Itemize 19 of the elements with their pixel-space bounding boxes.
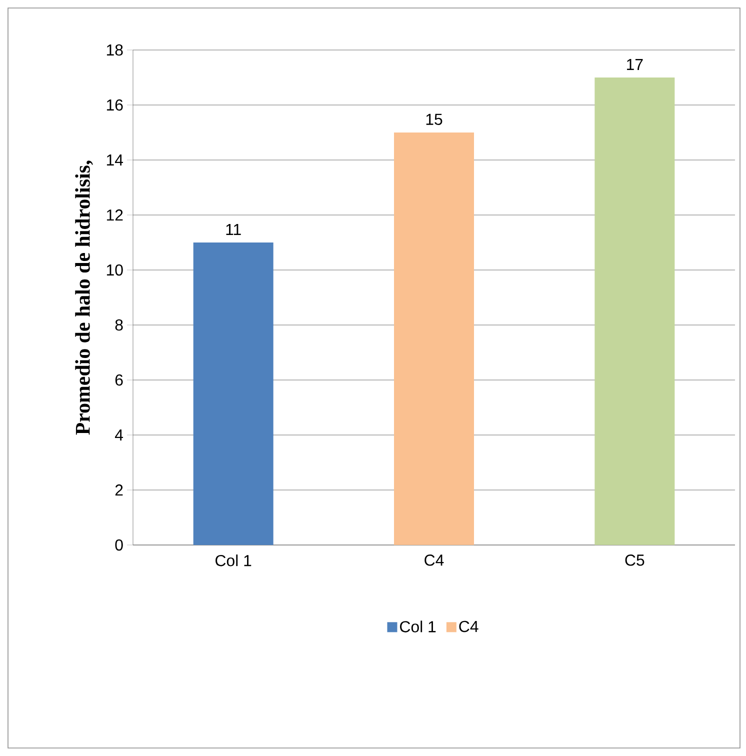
y-tick-label: 0 <box>115 539 123 551</box>
x-tick-label: C5 <box>625 554 644 566</box>
y-tick-label: 18 <box>106 44 123 56</box>
y-tick-label: 12 <box>106 209 123 221</box>
legend-label: Col 1 <box>400 620 436 632</box>
y-tick-label: 4 <box>114 430 124 440</box>
y-tick-label: 10 <box>106 264 123 276</box>
data-label: 15 <box>426 114 442 125</box>
y-tick-label: 8 <box>115 319 123 331</box>
y-axis-title: Promedio de halo de hidrolisis, <box>75 160 93 435</box>
data-label: 11 <box>226 224 241 235</box>
legend-label: C4 <box>459 620 478 632</box>
x-tick-label: C4 <box>424 554 444 566</box>
y-tick-label: 14 <box>106 154 123 166</box>
y-tick-label: 2 <box>115 484 123 496</box>
y-tick-label: 6 <box>115 374 123 386</box>
x-tick-label: Col 1 <box>216 554 252 566</box>
data-label: 17 <box>627 59 643 70</box>
y-tick-label: 16 <box>106 99 123 111</box>
